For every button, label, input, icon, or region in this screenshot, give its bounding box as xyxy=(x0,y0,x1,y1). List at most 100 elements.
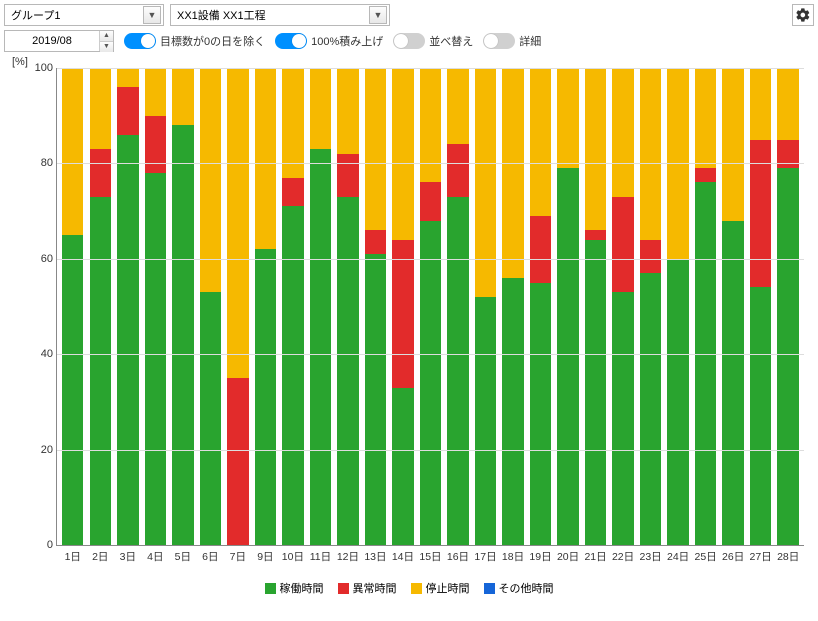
bar-segment-stopped xyxy=(365,68,386,230)
bar-segment-abnormal xyxy=(530,216,551,283)
date-down-button[interactable]: ▼ xyxy=(100,42,113,52)
legend-item-stopped[interactable]: 停止時間 xyxy=(411,580,470,596)
bar-segment-operating xyxy=(337,197,358,545)
bar[interactable] xyxy=(62,68,83,545)
bar[interactable] xyxy=(282,68,303,545)
bar-segment-stopped xyxy=(172,68,193,125)
bar[interactable] xyxy=(392,68,413,545)
bar-segment-stopped xyxy=(585,68,606,230)
legend-label: その他時間 xyxy=(499,580,554,596)
dropdown-arrow-icon: ▼ xyxy=(369,6,387,24)
dropdown-arrow-icon: ▼ xyxy=(143,6,161,24)
x-tick-label: 19日 xyxy=(529,549,551,564)
bar-slot: 24日 xyxy=(664,68,692,545)
bar-segment-operating xyxy=(62,235,83,545)
gear-icon xyxy=(795,7,811,23)
bar[interactable] xyxy=(502,68,523,545)
bar[interactable] xyxy=(337,68,358,545)
bar[interactable] xyxy=(695,68,716,545)
x-tick-label: 27日 xyxy=(750,549,772,564)
date-spinner: ▲ ▼ xyxy=(99,31,113,51)
legend-item-other[interactable]: その他時間 xyxy=(484,580,554,596)
bar[interactable] xyxy=(200,68,221,545)
bar-segment-stopped xyxy=(612,68,633,197)
toggle-reorder-switch[interactable] xyxy=(393,33,425,49)
bar[interactable] xyxy=(447,68,468,545)
bar[interactable] xyxy=(530,68,551,545)
bar-segment-stopped xyxy=(722,68,743,221)
bar-slot: 1日 xyxy=(59,68,87,545)
bar-segment-operating xyxy=(750,287,771,545)
x-tick-label: 18日 xyxy=(502,549,524,564)
bar[interactable] xyxy=(557,68,578,545)
y-axis-unit: [%] xyxy=(12,56,28,68)
bar-slot: 27日 xyxy=(747,68,775,545)
bar-segment-abnormal xyxy=(392,240,413,388)
bar-segment-abnormal xyxy=(337,154,358,197)
bar-segment-stopped xyxy=(640,68,661,240)
toggle-detail-switch[interactable] xyxy=(483,33,515,49)
bar[interactable] xyxy=(227,68,248,545)
bar[interactable] xyxy=(145,68,166,545)
x-tick-label: 10日 xyxy=(282,549,304,564)
bar[interactable] xyxy=(255,68,276,545)
bar-slot: 19日 xyxy=(527,68,555,545)
bar[interactable] xyxy=(90,68,111,545)
bar[interactable] xyxy=(310,68,331,545)
x-tick-label: 28日 xyxy=(777,549,799,564)
toggle-stack-100-label: 100%積み上げ xyxy=(311,33,383,49)
legend-item-abnormal[interactable]: 異常時間 xyxy=(338,580,397,596)
bar-segment-operating xyxy=(255,249,276,545)
legend-swatch xyxy=(411,583,422,594)
bar-segment-operating xyxy=(502,278,523,545)
toggle-stack-100-switch[interactable] xyxy=(275,33,307,49)
bar-segment-operating xyxy=(475,297,496,545)
toggle-detail: 詳細 xyxy=(483,33,541,49)
bar-segment-stopped xyxy=(447,68,468,144)
toggle-detail-label: 詳細 xyxy=(519,33,541,49)
legend-label: 異常時間 xyxy=(353,580,397,596)
x-tick-label: 22日 xyxy=(612,549,634,564)
bar-segment-stopped xyxy=(557,68,578,168)
bar[interactable] xyxy=(585,68,606,545)
date-up-button[interactable]: ▲ xyxy=(100,31,113,42)
bar-segment-operating xyxy=(722,221,743,545)
x-tick-label: 16日 xyxy=(447,549,469,564)
bar-segment-abnormal xyxy=(282,178,303,207)
equipment-select-value: XX1設備 XX1工程 xyxy=(177,7,266,23)
bar[interactable] xyxy=(750,68,771,545)
grid-line xyxy=(57,354,804,355)
bar-slot: 22日 xyxy=(609,68,637,545)
bar[interactable] xyxy=(640,68,661,545)
legend-item-operating[interactable]: 稼働時間 xyxy=(265,580,324,596)
settings-button[interactable] xyxy=(792,4,814,26)
group-select[interactable]: グループ1 ▼ xyxy=(4,4,164,26)
bar-slot: 16日 xyxy=(444,68,472,545)
bar[interactable] xyxy=(722,68,743,545)
bar[interactable] xyxy=(117,68,138,545)
bar[interactable] xyxy=(777,68,798,545)
bar-slot: 9日 xyxy=(252,68,280,545)
bar[interactable] xyxy=(172,68,193,545)
bar-segment-stopped xyxy=(117,68,138,87)
bar-segment-operating xyxy=(695,182,716,545)
toggle-exclude-zero-switch[interactable] xyxy=(124,33,156,49)
y-tick-label: 20 xyxy=(31,444,53,456)
chart-legend: 稼働時間 異常時間停止時間 その他時間 xyxy=(2,572,816,600)
bar[interactable] xyxy=(365,68,386,545)
equipment-select[interactable]: XX1設備 XX1工程 ▼ xyxy=(170,4,390,26)
grid-line xyxy=(57,259,804,260)
date-picker[interactable]: 2019/08 ▲ ▼ xyxy=(4,30,114,52)
bar[interactable] xyxy=(420,68,441,545)
bar-segment-operating xyxy=(420,221,441,545)
group-select-value: グループ1 xyxy=(11,7,60,23)
bar-segment-stopped xyxy=(695,68,716,168)
bar-slot: 18日 xyxy=(499,68,527,545)
toggle-knob xyxy=(394,34,408,48)
bar-segment-stopped xyxy=(420,68,441,182)
bar-slot: 25日 xyxy=(692,68,720,545)
bar[interactable] xyxy=(475,68,496,545)
bar[interactable] xyxy=(612,68,633,545)
y-tick-label: 40 xyxy=(31,348,53,360)
bar[interactable] xyxy=(667,68,688,545)
